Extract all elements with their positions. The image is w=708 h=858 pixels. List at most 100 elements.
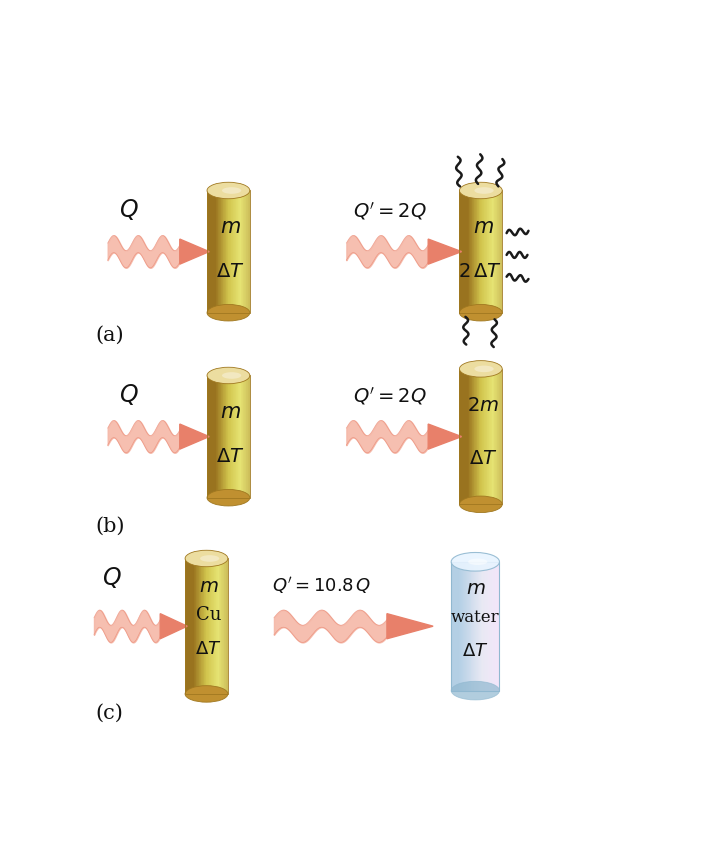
Bar xyxy=(220,559,221,694)
Bar xyxy=(493,369,494,505)
Bar xyxy=(498,369,499,505)
Bar xyxy=(249,190,250,312)
Bar xyxy=(497,190,498,312)
Bar xyxy=(230,376,231,498)
Bar xyxy=(499,369,500,505)
Bar xyxy=(475,190,476,312)
Bar xyxy=(478,190,479,312)
Bar xyxy=(192,559,193,694)
Bar xyxy=(467,562,469,691)
Bar xyxy=(500,369,501,505)
Bar xyxy=(221,376,222,498)
Bar xyxy=(185,559,228,694)
Bar xyxy=(465,369,466,505)
Bar xyxy=(238,190,239,312)
Text: $Q' = 10.8\,Q$: $Q' = 10.8\,Q$ xyxy=(273,576,372,596)
Bar xyxy=(202,559,203,694)
Ellipse shape xyxy=(451,553,499,571)
Bar xyxy=(458,562,459,691)
Bar xyxy=(237,190,238,312)
Bar xyxy=(488,562,489,691)
Bar xyxy=(462,190,463,312)
Bar xyxy=(210,376,211,498)
Bar xyxy=(462,369,463,505)
Bar xyxy=(493,562,495,691)
Bar xyxy=(211,190,212,312)
Bar xyxy=(463,369,464,505)
Bar xyxy=(212,559,213,694)
Text: $Q$: $Q$ xyxy=(119,382,138,408)
Bar xyxy=(467,190,468,312)
Bar xyxy=(218,190,219,312)
Ellipse shape xyxy=(207,489,250,506)
Bar xyxy=(246,376,247,498)
Bar xyxy=(477,562,478,691)
Bar xyxy=(489,369,490,505)
Bar xyxy=(220,190,221,312)
Bar xyxy=(205,559,206,694)
Bar xyxy=(459,369,460,505)
Bar xyxy=(479,369,480,505)
Bar xyxy=(470,369,471,505)
Bar xyxy=(481,190,482,312)
Bar xyxy=(461,562,462,691)
Bar xyxy=(476,369,477,505)
Text: $m$: $m$ xyxy=(465,581,485,599)
Ellipse shape xyxy=(451,681,499,700)
Bar xyxy=(455,562,456,691)
Ellipse shape xyxy=(185,550,228,567)
Bar xyxy=(217,376,218,498)
Bar xyxy=(188,559,189,694)
Bar xyxy=(248,376,249,498)
Bar xyxy=(227,376,228,498)
Text: $Q' = 2Q$: $Q' = 2Q$ xyxy=(353,200,427,222)
Bar xyxy=(204,559,205,694)
Bar xyxy=(461,190,462,312)
Bar xyxy=(228,190,229,312)
Bar xyxy=(489,190,490,312)
Bar xyxy=(242,376,243,498)
Bar xyxy=(466,562,467,691)
Bar xyxy=(486,190,487,312)
Bar xyxy=(239,190,240,312)
Bar xyxy=(243,190,244,312)
Bar xyxy=(483,190,484,312)
Bar xyxy=(231,376,232,498)
Bar xyxy=(219,190,220,312)
Bar xyxy=(247,190,248,312)
Bar xyxy=(220,376,221,498)
Bar xyxy=(207,190,208,312)
Bar xyxy=(467,369,468,505)
Bar xyxy=(459,190,502,312)
Bar xyxy=(461,369,462,505)
Bar xyxy=(491,369,492,505)
Bar xyxy=(195,559,196,694)
Bar xyxy=(244,190,245,312)
Bar xyxy=(215,376,216,498)
Bar xyxy=(249,376,250,498)
Bar xyxy=(457,562,458,691)
Bar xyxy=(479,190,480,312)
Bar xyxy=(240,376,241,498)
Ellipse shape xyxy=(207,182,250,199)
Bar xyxy=(187,559,188,694)
Bar xyxy=(485,190,486,312)
Bar xyxy=(483,562,484,691)
Bar xyxy=(207,559,208,694)
Bar xyxy=(245,376,246,498)
Text: $m$: $m$ xyxy=(199,577,219,595)
Bar xyxy=(191,559,192,694)
Ellipse shape xyxy=(459,305,502,321)
Bar xyxy=(466,369,467,505)
Bar xyxy=(210,559,211,694)
Bar xyxy=(218,559,219,694)
Bar xyxy=(234,376,235,498)
Bar xyxy=(480,190,481,312)
Ellipse shape xyxy=(222,187,241,194)
Bar xyxy=(487,369,488,505)
Bar xyxy=(480,562,481,691)
FancyArrow shape xyxy=(160,613,187,638)
Text: $\Delta T$: $\Delta T$ xyxy=(217,263,245,281)
Bar xyxy=(476,190,477,312)
Bar xyxy=(499,190,500,312)
